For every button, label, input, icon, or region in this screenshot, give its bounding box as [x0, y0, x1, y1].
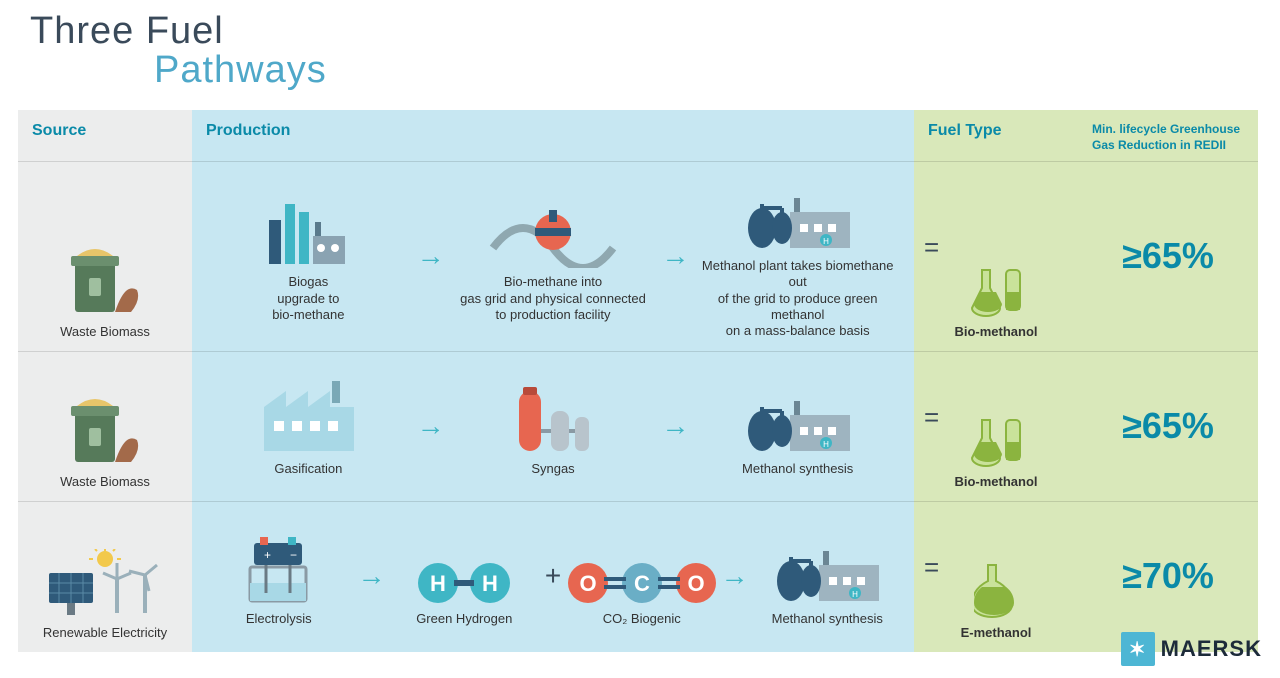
step-label: Methanol plant takes biomethane outof th…: [691, 258, 904, 339]
biogas-plant-icon: [265, 188, 351, 268]
source-label: Waste Biomass: [60, 474, 150, 489]
header-production: Production: [192, 110, 914, 162]
step-label: Green Hydrogen: [416, 611, 512, 627]
syngas-icon: [511, 375, 595, 455]
production-cell: Biogasupgrade tobio-methane → Bio-methan…: [192, 162, 914, 352]
electrolysis-icon: [246, 525, 312, 605]
step-label: CO₂ Biogenic: [603, 611, 681, 627]
factory-icon: [256, 375, 360, 455]
source-label: Renewable Electricity: [43, 625, 167, 640]
source-cell: Waste Biomass: [18, 352, 192, 502]
fuel-cell: = Bio-methanol: [914, 352, 1078, 502]
step-label: Bio-methane intogas grid and physical co…: [460, 274, 646, 323]
methanol-plant-icon: [769, 525, 885, 605]
step-label: Methanol synthesis: [772, 611, 883, 627]
production-step: Methanol plant takes biomethane outof th…: [691, 172, 904, 339]
ghg-cell: ≥65%: [1078, 162, 1258, 352]
maersk-logo: ✶ MAERSK: [1121, 632, 1262, 666]
renewable-icon: [45, 539, 165, 619]
methanol-plant-icon: [740, 172, 856, 252]
arrow-icon: →: [661, 240, 689, 272]
fuel-label: E-methanol: [961, 625, 1032, 640]
source-label: Waste Biomass: [60, 324, 150, 339]
equals-icon: =: [924, 553, 939, 584]
fuel-label: Bio-methanol: [954, 474, 1037, 489]
pathway-row-3: Renewable Electricity Electrolysis → Gre…: [18, 502, 1262, 652]
equals-icon: =: [924, 232, 939, 263]
step-label: Gasification: [274, 461, 342, 477]
flasks-icon: [968, 388, 1024, 468]
methanol-plant-icon: [740, 375, 856, 455]
title-line1: Three Fuel: [30, 10, 1280, 53]
production-step: Bio-methane intogas grid and physical co…: [447, 188, 660, 323]
rows-container: Waste Biomass Biogasupgrade tobio-methan…: [18, 162, 1262, 652]
equals-icon: =: [924, 402, 939, 433]
waste-biomass-icon: [67, 388, 143, 468]
production-step: Electrolysis: [202, 525, 356, 627]
fuel-label: Bio-methanol: [954, 324, 1037, 339]
production-cell: Gasification → Syngas → Methanol synthes…: [192, 352, 914, 502]
arrow-icon: →: [358, 560, 386, 592]
production-step: Gasification: [202, 375, 415, 477]
production-step: Methanol synthesis: [751, 525, 905, 627]
waste-biomass-icon: [67, 238, 143, 318]
logo-star-icon: ✶: [1121, 632, 1155, 666]
fuel-cell: = Bio-methanol: [914, 162, 1078, 352]
h2-icon: [416, 525, 512, 605]
production-step: CO₂ Biogenic: [565, 525, 719, 627]
production-step: Methanol synthesis: [691, 375, 904, 477]
header-fuel-type: Fuel Type: [914, 110, 1078, 162]
header-source: Source: [18, 110, 192, 162]
source-cell: Waste Biomass: [18, 162, 192, 352]
flask-single-icon: [974, 539, 1018, 619]
production-cell: Electrolysis → Green Hydrogen + CO₂ Biog…: [192, 502, 914, 652]
production-step: Green Hydrogen: [388, 525, 542, 627]
title-line2: Pathways: [154, 49, 1280, 92]
step-label: Biogasupgrade tobio-methane: [272, 274, 344, 323]
step-label: Syngas: [531, 461, 574, 477]
production-step: Syngas: [447, 375, 660, 477]
pathway-row-2: Waste Biomass Gasification → Syngas → Me…: [18, 352, 1262, 502]
co2-icon: [564, 525, 720, 605]
arrow-icon: →: [417, 410, 445, 442]
arrow-icon: →: [417, 240, 445, 272]
pathways-diagram: Source Production Fuel Type Min. lifecyc…: [18, 110, 1262, 652]
ghg-cell: ≥65%: [1078, 352, 1258, 502]
arrow-icon: →: [721, 560, 749, 592]
plus-icon: +: [543, 560, 563, 592]
flasks-icon: [968, 238, 1024, 318]
gas-grid-icon: [483, 188, 623, 268]
source-cell: Renewable Electricity: [18, 502, 192, 652]
step-label: Electrolysis: [246, 611, 312, 627]
arrow-icon: →: [661, 410, 689, 442]
title-block: Three Fuel Pathways: [0, 0, 1280, 92]
fuel-cell: = E-methanol: [914, 502, 1078, 652]
column-headers: Source Production Fuel Type Min. lifecyc…: [18, 110, 1262, 162]
step-label: Methanol synthesis: [742, 461, 853, 477]
pathway-row-1: Waste Biomass Biogasupgrade tobio-methan…: [18, 162, 1262, 352]
ghg-cell: ≥70%: [1078, 502, 1258, 652]
logo-text: MAERSK: [1161, 636, 1262, 662]
production-step: Biogasupgrade tobio-methane: [202, 188, 415, 323]
header-ghg: Min. lifecycle Greenhouse Gas Reduction …: [1078, 110, 1258, 162]
